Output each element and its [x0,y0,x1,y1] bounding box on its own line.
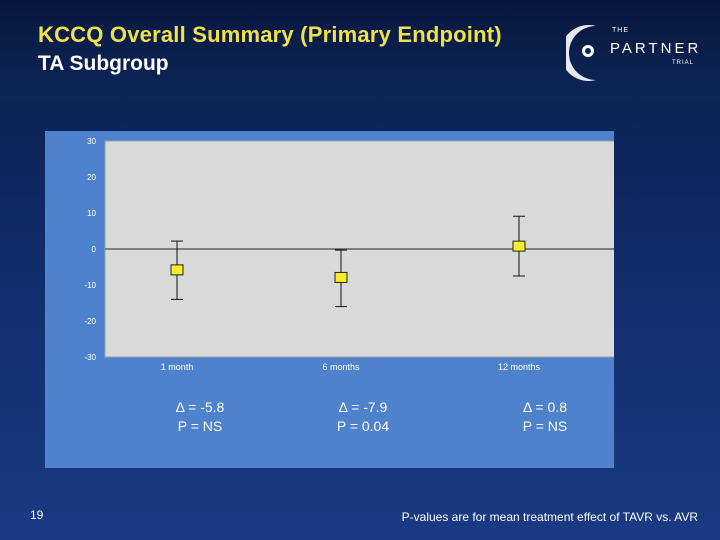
stat-6-months: Δ = -7.9 P = 0.04 [303,399,423,434]
x-tick-label: 12 months [498,362,541,371]
partner-trial-logo [566,25,596,81]
data-point [170,264,184,276]
data-point [512,240,526,252]
stat-p-value: P = NS [522,418,568,434]
y-tick-label: 20 [87,173,96,182]
data-point [334,271,348,283]
stat-p-value: P = NS [177,418,223,434]
y-tick-label: 10 [87,209,96,218]
x-tick-label: 6 months [322,362,360,371]
logo-small-text: THE [612,27,629,34]
y-tick-label: -30 [84,353,96,362]
stat-delta: Δ = -5.8 [175,399,225,415]
stat-delta: Δ = -7.9 [338,399,388,415]
x-tick-label: 1 month [161,362,194,371]
y-tick-label: 0 [92,245,97,254]
footnote: P-values are for mean treatment effect o… [401,510,698,524]
stat-12-months: Δ = 0.8 P = NS [485,399,605,434]
logo-name: PARTNER [610,40,702,57]
kccq-chart: 30 20 10 0 -10 -20 -30 1 month 6 months 12 months [84,137,614,371]
y-tick-label: 30 [87,137,96,146]
y-tick-label: -20 [84,317,96,326]
stat-p-value: P = 0.04 [336,418,390,434]
logo-tag: TRIAL [672,60,695,66]
stat-1-month: Δ = -5.8 P = NS [140,399,260,434]
title-bar [0,0,720,100]
slide-subtitle: TA Subgroup [38,52,169,75]
stat-delta: Δ = 0.8 [523,399,567,415]
y-tick-label: -10 [84,281,96,290]
slide-number: 19 [30,508,44,522]
slide-title: KCCQ Overall Summary (Primary Endpoint) [38,22,502,47]
chart-panel: 30 20 10 0 -10 -20 -30 1 month 6 months 12 months… [45,131,614,468]
